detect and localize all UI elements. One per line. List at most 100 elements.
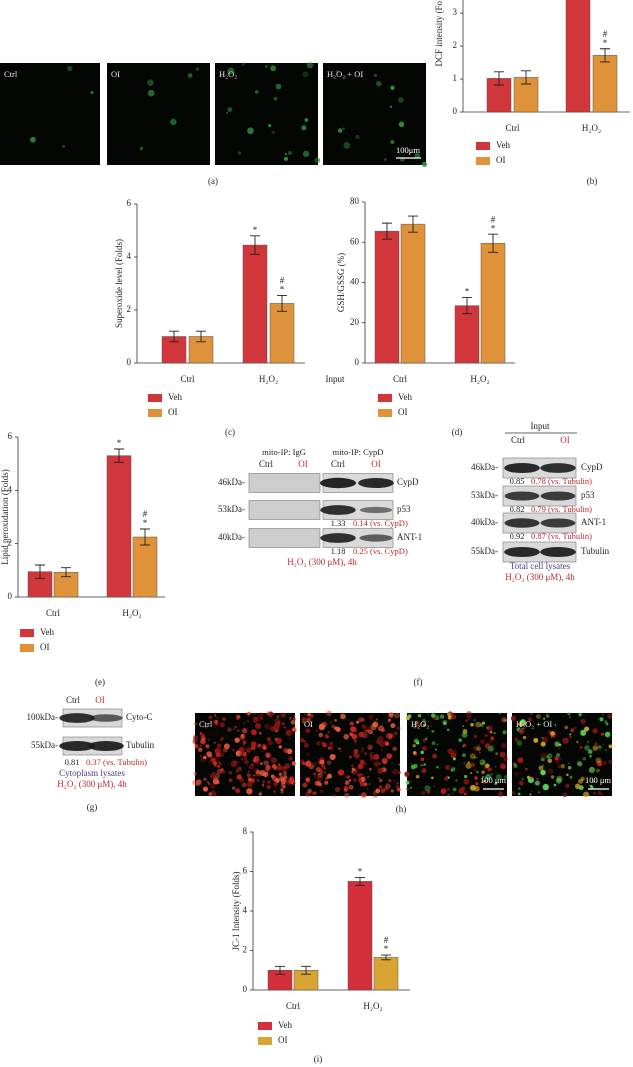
cell-signal (473, 734, 478, 739)
quantification: 0.37 (vs. Tubulin) (86, 757, 147, 767)
cell-signal (265, 710, 271, 716)
cell-signal (201, 736, 205, 740)
cell-signal (463, 792, 467, 796)
cell-signal (205, 725, 208, 729)
cell-signal (436, 765, 439, 769)
cell-signal (240, 758, 244, 761)
cell-signal (493, 732, 496, 735)
cell-signal (451, 714, 457, 720)
cell-signal (600, 732, 604, 736)
x-tick-label: H₂O₂ (363, 1001, 382, 1011)
cell-signal (557, 745, 561, 749)
cell-signal (475, 721, 481, 728)
cell-signal (495, 773, 502, 781)
cell-signal (434, 748, 438, 751)
cell-signal (278, 745, 282, 749)
cell-signal (283, 748, 289, 754)
cell-signal (253, 774, 256, 777)
cell-signal (280, 777, 287, 785)
cell-signal (384, 741, 390, 746)
legend-label: Veh (168, 392, 182, 402)
error-bar (275, 965, 285, 975)
cell-signal (517, 757, 524, 764)
cell-signal (246, 749, 251, 754)
cell-signal (386, 753, 393, 759)
cell-signal (413, 725, 417, 729)
cell-signal (584, 726, 590, 732)
cell-signal (422, 723, 426, 727)
blot-band (504, 462, 540, 474)
cell-signal (282, 785, 286, 789)
cell-signal (526, 775, 530, 779)
bar (132, 536, 158, 598)
cell-signal (212, 771, 216, 774)
cell-signal (452, 787, 457, 792)
cell-signal (484, 734, 488, 737)
cell-signal (316, 741, 321, 746)
molecular-weight: 55kDa- (471, 546, 498, 556)
cell-signal (299, 776, 302, 779)
cell-signal (360, 776, 366, 782)
cell-signal (390, 139, 395, 144)
cell-signal (553, 783, 557, 787)
cell-signal (490, 767, 493, 771)
cell-signal (266, 780, 271, 784)
cell-signal (305, 760, 312, 767)
cell-signal (502, 730, 507, 735)
cell-signal (337, 128, 343, 133)
cell-signal (315, 729, 318, 732)
lane-label: OI (95, 695, 105, 705)
error-bar (600, 48, 610, 63)
cell-signal (595, 757, 602, 764)
cell-signal (219, 738, 224, 742)
cell-signal (281, 766, 287, 771)
significance-mark: * (253, 225, 258, 235)
cell-signal (414, 153, 420, 159)
cell-signal (470, 771, 473, 775)
cell-signal (370, 723, 377, 731)
error-bar (355, 876, 365, 886)
cell-signal (461, 753, 466, 758)
cell-signal (514, 771, 519, 776)
cell-signal (242, 740, 247, 745)
cell-signal (452, 757, 456, 761)
blot-group: mito-IP: CypD (333, 447, 384, 457)
cell-signal (396, 726, 401, 731)
cell-signal (479, 738, 486, 745)
cell-signal (483, 779, 486, 783)
cell-signal (221, 770, 226, 774)
bar (592, 55, 618, 113)
cell-signal (235, 788, 240, 794)
error-bar (169, 330, 179, 343)
cell-signal (450, 752, 457, 759)
cell-signal (197, 746, 200, 750)
cell-signal (306, 717, 312, 723)
cell-signal (317, 773, 323, 778)
cell-signal (259, 716, 264, 721)
cell-signal (289, 717, 292, 721)
lane-label: OI (560, 435, 570, 445)
cell-signal (583, 791, 590, 798)
cell-signal (368, 783, 371, 786)
cell-signal (241, 62, 245, 66)
cell-signal (369, 768, 372, 771)
cell-signal (222, 717, 226, 721)
cell-signal (353, 752, 357, 757)
cell-signal (421, 791, 426, 795)
cell-signal (170, 118, 177, 126)
cell-signal (413, 738, 419, 744)
cell-signal (266, 737, 271, 742)
lane-label: Ctrl (511, 435, 526, 445)
cell-signal (447, 793, 451, 797)
cell-signal (305, 777, 311, 783)
cell-signal (359, 759, 365, 765)
cell-signal (193, 772, 197, 776)
lane-label: Ctrl (259, 459, 274, 469)
cell-signal (499, 712, 501, 715)
cell-signal (237, 729, 240, 732)
micrograph (512, 713, 612, 796)
cell-signal (275, 83, 282, 90)
cell-signal (318, 782, 323, 787)
y-tick-label: 0 (243, 984, 248, 994)
